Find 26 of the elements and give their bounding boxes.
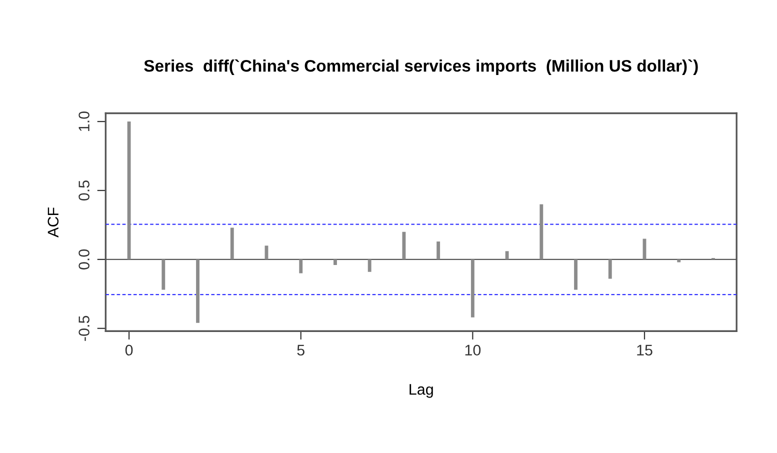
bar (299, 259, 303, 274)
bar (127, 122, 131, 260)
bar (230, 228, 234, 260)
bar (574, 259, 578, 290)
x-axis-title: Lag (410, 384, 433, 398)
bar (505, 251, 509, 260)
bar (608, 259, 612, 279)
x-tick-label: 10 (465, 344, 481, 356)
y-axis-title: ACF (48, 208, 59, 238)
bar (436, 242, 440, 260)
chart-title: Series diff(`China's Commercial services imports (Million US dollar)`) (144, 59, 698, 76)
bar (540, 204, 544, 260)
y-tick-label: 0.0 (78, 249, 90, 270)
bar (162, 259, 166, 290)
x-tick-label: 15 (637, 344, 652, 356)
bar (470, 259, 474, 318)
bar (368, 259, 372, 272)
x-tick-label: 5 (297, 344, 304, 356)
y-tick-label: 1.0 (78, 112, 90, 131)
y-tick-label: 0.5 (78, 180, 90, 200)
bar (334, 259, 337, 265)
x-tick-label: 0 (125, 344, 133, 356)
bar (196, 259, 200, 323)
bar (677, 259, 681, 262)
y-tick-label: -0.5 (78, 316, 90, 341)
bar (402, 232, 406, 260)
